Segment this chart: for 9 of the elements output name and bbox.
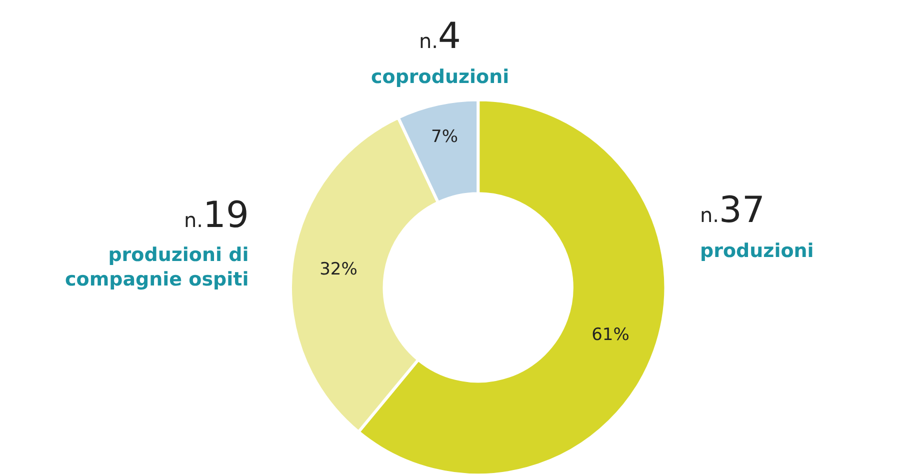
- data-label: 32%: [320, 260, 358, 280]
- text: n.37: [700, 190, 765, 231]
- data-label: 7%: [431, 127, 458, 148]
- data-label: 61%: [592, 325, 630, 346]
- slice-label: produzioni di compagnie ospiti: [65, 244, 249, 291]
- slice-label: produzioni: [700, 240, 814, 262]
- slice-label: coproduzioni: [371, 66, 510, 88]
- text: n.4: [419, 16, 461, 57]
- text: n.19: [184, 195, 249, 236]
